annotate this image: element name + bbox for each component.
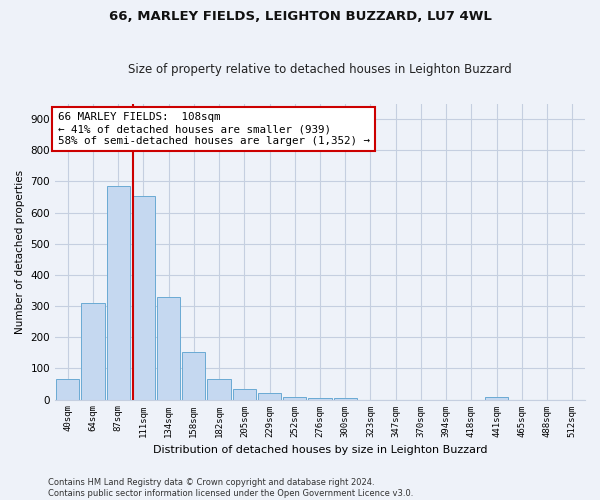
Bar xyxy=(208,378,230,400)
Bar xyxy=(132,196,155,400)
Bar xyxy=(81,303,104,400)
X-axis label: Distribution of detached houses by size in Leighton Buzzard: Distribution of detached houses by size … xyxy=(153,445,487,455)
Bar xyxy=(107,186,130,400)
Bar xyxy=(283,397,307,400)
Text: 66 MARLEY FIELDS:  108sqm
← 41% of detached houses are smaller (939)
58% of semi: 66 MARLEY FIELDS: 108sqm ← 41% of detach… xyxy=(58,112,370,146)
Bar xyxy=(485,397,508,400)
Bar xyxy=(182,352,205,400)
Text: 66, MARLEY FIELDS, LEIGHTON BUZZARD, LU7 4WL: 66, MARLEY FIELDS, LEIGHTON BUZZARD, LU7… xyxy=(109,10,491,23)
Bar xyxy=(334,398,357,400)
Bar xyxy=(258,394,281,400)
Title: Size of property relative to detached houses in Leighton Buzzard: Size of property relative to detached ho… xyxy=(128,63,512,76)
Bar xyxy=(56,380,79,400)
Bar xyxy=(157,296,180,400)
Y-axis label: Number of detached properties: Number of detached properties xyxy=(15,170,25,334)
Bar xyxy=(233,388,256,400)
Text: Contains HM Land Registry data © Crown copyright and database right 2024.
Contai: Contains HM Land Registry data © Crown c… xyxy=(48,478,413,498)
Bar xyxy=(308,398,332,400)
